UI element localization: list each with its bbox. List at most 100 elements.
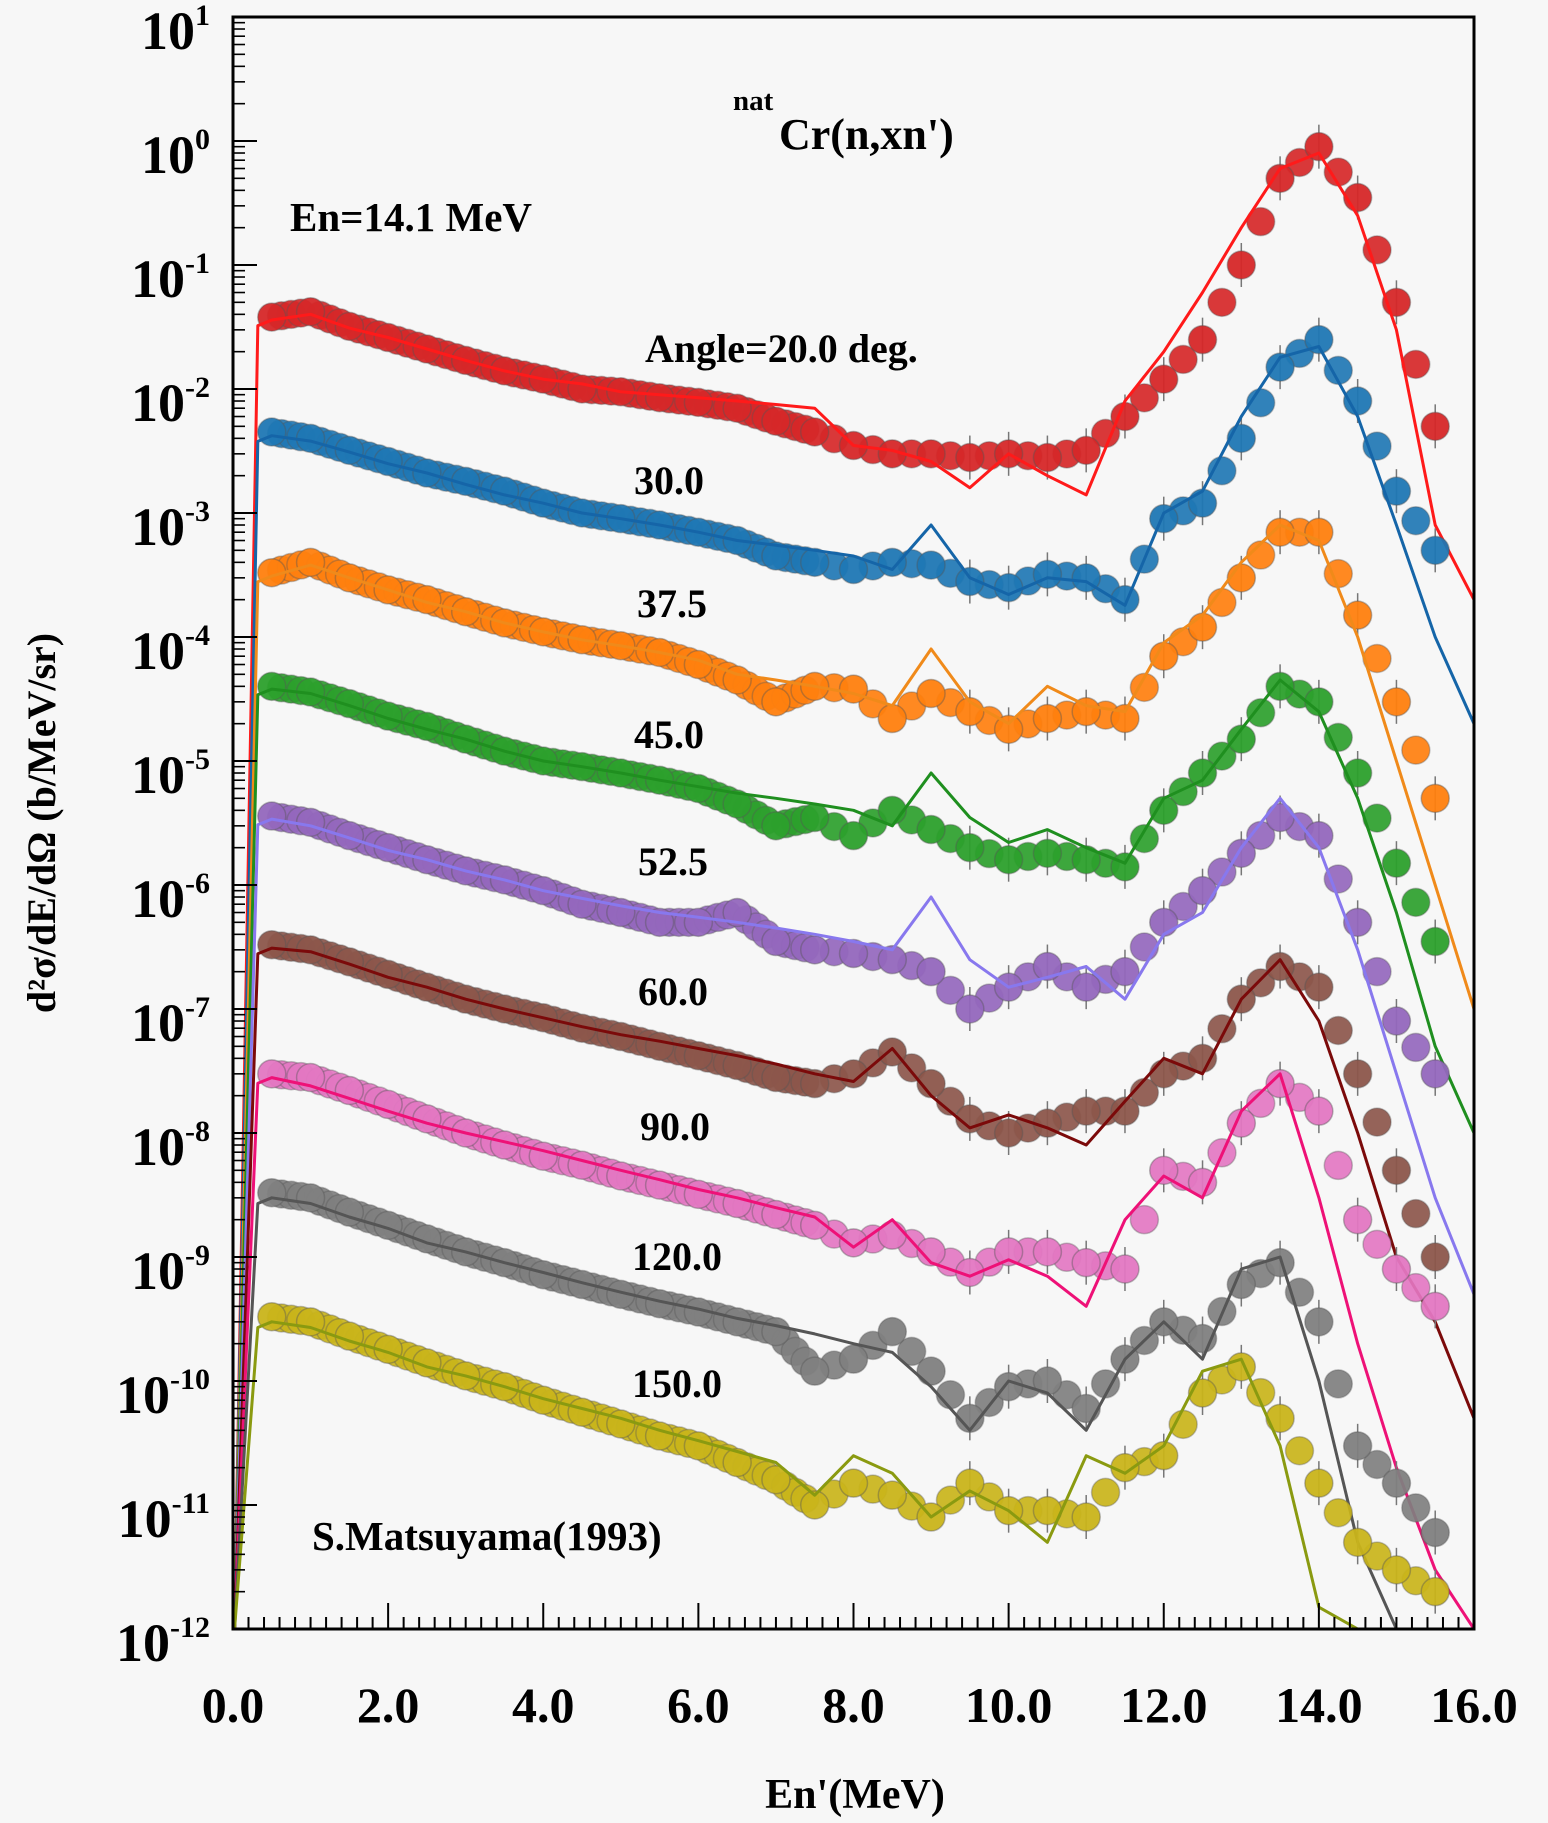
data-point <box>1207 857 1237 887</box>
data-point <box>1110 852 1140 882</box>
data-point <box>528 1141 558 1171</box>
data-point <box>257 671 287 702</box>
data-point <box>1187 488 1218 518</box>
data-point <box>935 975 966 1006</box>
data-point <box>257 801 287 831</box>
x-tick-label: 16.0 <box>1430 1677 1518 1733</box>
data-point <box>1401 735 1431 765</box>
data-point <box>1420 1517 1450 1548</box>
data-point <box>1071 972 1101 1002</box>
data-point <box>799 1356 830 1386</box>
data-point <box>877 944 908 975</box>
series-8 <box>233 1301 1474 1629</box>
data-point <box>1401 1272 1431 1303</box>
data-point <box>373 832 403 863</box>
data-point <box>1420 411 1450 442</box>
data-point <box>916 1237 946 1267</box>
data-point <box>567 889 597 919</box>
y-tick-label: 101 <box>141 0 210 61</box>
data-point <box>1284 1082 1315 1113</box>
y-axis-ticks <box>233 16 257 1630</box>
data-point <box>1187 1043 1218 1074</box>
data-point <box>1129 383 1160 413</box>
y-tick-base: 10 <box>141 1 195 61</box>
data-points <box>257 664 1450 964</box>
data-point <box>916 814 946 845</box>
angle-label-30: 30.0 <box>634 458 704 503</box>
data-point <box>993 572 1024 603</box>
y-tick-label: 10-2 <box>131 371 210 433</box>
data-point <box>1381 687 1412 717</box>
data-point <box>1401 887 1431 918</box>
data-point <box>1032 442 1063 473</box>
data-point <box>1071 844 1101 875</box>
data-point <box>1245 540 1276 570</box>
y-tick-exponent: 1 <box>195 0 210 32</box>
data-point <box>1071 1247 1101 1278</box>
y-tick-base: 10 <box>131 869 185 929</box>
data-point <box>1381 1254 1412 1284</box>
y-tick-exponent: -12 <box>170 1611 210 1644</box>
data-point <box>1381 476 1412 506</box>
data-point <box>1342 1527 1373 1558</box>
data-point <box>838 938 869 969</box>
data-point <box>838 1344 869 1374</box>
data-point <box>1110 956 1140 987</box>
data-point <box>1420 535 1450 566</box>
data-point <box>644 1031 675 1062</box>
data-point <box>1187 612 1218 642</box>
data-point <box>334 435 365 466</box>
data-point <box>916 1068 946 1099</box>
x-tick-label: 4.0 <box>512 1677 575 1733</box>
data-point <box>1362 1107 1392 1137</box>
y-tick-label: 10-5 <box>131 743 210 805</box>
data-point <box>1226 1352 1257 1382</box>
y-tick-label: 10-6 <box>131 867 210 929</box>
data-point <box>761 687 791 717</box>
data-point <box>877 703 908 734</box>
data-point <box>761 1464 791 1495</box>
data-point <box>838 674 869 704</box>
data-point <box>1304 1096 1334 1126</box>
data-point <box>644 1170 675 1200</box>
data-point <box>1071 696 1101 727</box>
y-tick-exponent: -11 <box>172 1487 210 1520</box>
data-points <box>257 1059 1450 1329</box>
y-tick-exponent: -9 <box>185 1239 210 1272</box>
x-tick-label: 10.0 <box>965 1677 1053 1733</box>
y-tick-label: 10-7 <box>131 991 210 1053</box>
y-tick-label: 10-12 <box>116 1611 210 1673</box>
data-point <box>1129 823 1160 854</box>
data-point <box>722 897 752 928</box>
series-5 <box>233 929 1474 1629</box>
data-point <box>334 688 365 719</box>
data-point <box>1401 505 1431 536</box>
data-point <box>1420 1059 1450 1089</box>
model-line <box>233 1072 1474 1629</box>
data-point <box>1090 1477 1121 1508</box>
data-point <box>1226 250 1257 280</box>
data-point <box>1381 1155 1412 1186</box>
data-point <box>1265 517 1295 547</box>
data-point <box>373 701 403 731</box>
data-point <box>1284 1435 1315 1466</box>
data-point <box>722 393 752 423</box>
data-point <box>1032 1237 1063 1267</box>
y-tick-base: 10 <box>131 497 185 557</box>
data-point <box>1168 891 1198 922</box>
data-point <box>1323 1015 1354 1046</box>
data-point <box>1401 1493 1431 1523</box>
data-point <box>1362 1449 1392 1480</box>
data-point <box>1129 1204 1160 1235</box>
y-tick-label: 100 <box>141 123 210 185</box>
y-tick-label: 10-3 <box>131 495 210 557</box>
data-point <box>683 387 714 418</box>
data-point <box>722 789 752 819</box>
data-point <box>935 1380 966 1410</box>
data-point <box>916 1356 946 1386</box>
angle-label-37-5: 37.5 <box>637 581 707 626</box>
x-tick-label: 2.0 <box>357 1677 420 1733</box>
data-point <box>1323 1497 1354 1528</box>
data-point <box>644 907 675 938</box>
